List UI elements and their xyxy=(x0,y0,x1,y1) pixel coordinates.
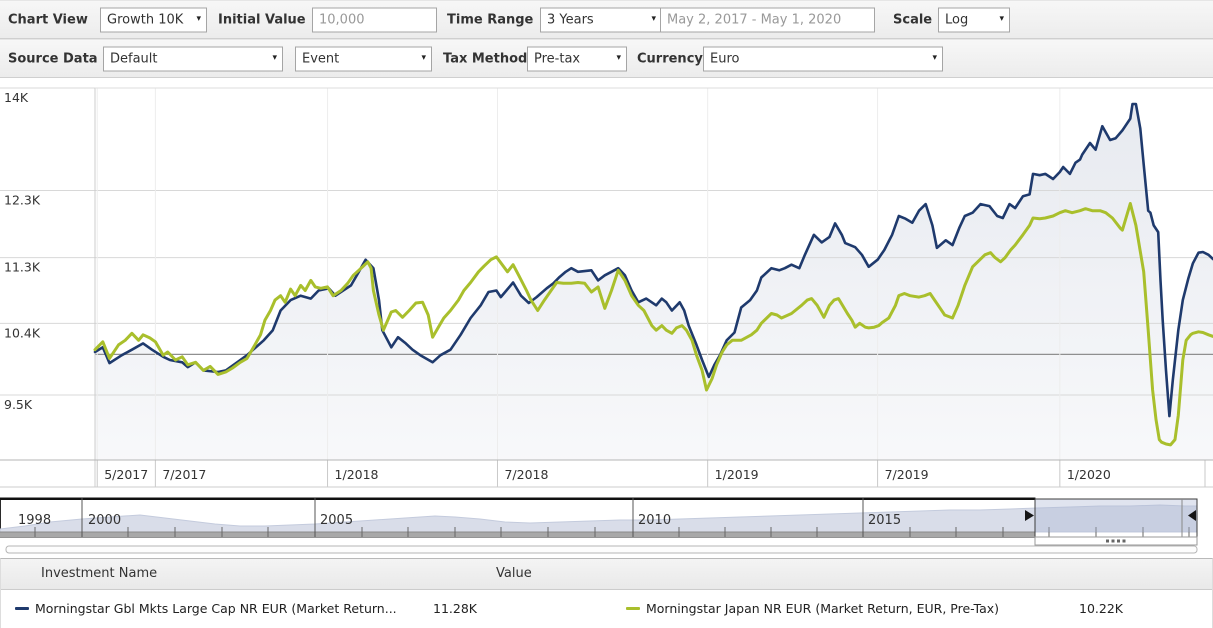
series-value-global: 11.28K xyxy=(433,601,477,616)
chevron-down-icon: ▾ xyxy=(999,13,1004,24)
chevron-down-icon: ▾ xyxy=(196,13,201,24)
initial-value-label: Initial Value xyxy=(218,12,306,27)
area-fill-global xyxy=(95,104,1213,460)
chevron-down-icon: ▾ xyxy=(616,52,621,63)
timeline-year-label: 2005 xyxy=(320,513,353,528)
legend-table-header: Investment Name Value xyxy=(1,559,1212,590)
y-axis-label: 9.5K xyxy=(4,397,33,412)
event-select[interactable]: Event ▾ xyxy=(295,46,432,71)
timeline-year-label: 2015 xyxy=(868,513,901,528)
x-axis-label: 1/2019 xyxy=(715,467,759,482)
series-swatch-global xyxy=(15,607,29,610)
y-axis-label: 14K xyxy=(4,90,29,105)
currency-select-value: Euro xyxy=(710,51,740,66)
column-value: Value xyxy=(496,566,532,581)
chevron-down-icon: ▾ xyxy=(421,52,426,63)
series-name-japan[interactable]: Morningstar Japan NR EUR (Market Return,… xyxy=(646,601,1000,616)
drag-dots-icon xyxy=(1106,539,1109,543)
time-range-select[interactable]: 3 Years ▾ xyxy=(540,7,662,32)
date-range-input[interactable]: May 2, 2017 - May 1, 2020 xyxy=(660,7,875,32)
drag-dots-icon xyxy=(1122,539,1126,543)
x-axis-label: 5/2017 xyxy=(104,467,148,482)
source-data-select[interactable]: Default ▾ xyxy=(103,46,283,71)
scale-label: Scale xyxy=(893,12,933,27)
series-swatch-japan xyxy=(626,607,640,610)
initial-value-input[interactable]: 10,000 xyxy=(312,7,437,32)
series-line-japan xyxy=(93,202,1213,447)
x-axis-label: 7/2017 xyxy=(162,467,206,482)
currency-label: Currency xyxy=(637,51,703,66)
timeline-selection-window[interactable] xyxy=(1035,499,1197,532)
time-range-select-value: 3 Years xyxy=(547,12,594,27)
chart-view-select[interactable]: Growth 10K ▾ xyxy=(100,7,207,32)
legend-rows: Morningstar Gbl Mkts Large Cap NR EUR (M… xyxy=(1,590,1212,628)
x-axis-label: 1/2018 xyxy=(335,467,379,482)
source-data-select-value: Default xyxy=(110,51,158,66)
chevron-down-icon: ▾ xyxy=(272,52,277,63)
y-axis-label: 10.4K xyxy=(4,325,41,340)
legend-table: Investment Name Value Morningstar Gbl Mk… xyxy=(0,558,1213,628)
source-data-label: Source Data xyxy=(8,51,98,66)
y-axis-label: 12.3K xyxy=(4,192,41,207)
event-select-value: Event xyxy=(302,51,340,66)
timeline-scrubber[interactable]: 1998 2000 2005 2010 2015 xyxy=(0,494,1213,557)
tax-method-select-value: Pre-tax xyxy=(534,51,581,66)
tax-method-select[interactable]: Pre-tax ▾ xyxy=(527,46,627,71)
growth-chart: 14K 12.3K 11.3K 10.4K 9.5K 5/2017 7/2017 1/2018… xyxy=(0,87,1213,488)
timeline-mini-chart xyxy=(0,504,1198,533)
currency-select[interactable]: Euro ▾ xyxy=(703,46,943,71)
x-axis-label: 1/2020 xyxy=(1067,467,1111,482)
chart-view-select-value: Growth 10K xyxy=(107,12,184,27)
timeline-drag-strip[interactable] xyxy=(1034,536,1198,546)
scale-select-value: Log xyxy=(945,12,969,27)
toolbar-row-1: Chart View Growth 10K ▾ Initial Value 10,000… xyxy=(0,0,1213,39)
drag-dots-icon xyxy=(1117,539,1120,543)
tax-method-label: Tax Method xyxy=(443,51,528,66)
scale-select[interactable]: Log ▾ xyxy=(938,7,1010,32)
series-value-japan: 10.22K xyxy=(1079,601,1123,616)
range-handle-left-icon[interactable] xyxy=(1025,510,1034,521)
toolbar-row-2: Source Data Default ▾ Event ▾ Tax Method Pre-t… xyxy=(0,39,1213,78)
time-range-label: Time Range xyxy=(447,12,534,27)
drag-dots-icon xyxy=(1111,539,1115,543)
initial-value-input-value: 10,000 xyxy=(319,12,365,27)
date-range-input-value: May 2, 2017 - May 1, 2020 xyxy=(667,12,842,27)
x-axis-label: 7/2018 xyxy=(504,467,548,482)
chevron-down-icon: ▾ xyxy=(651,13,656,24)
y-axis-label: 11.3K xyxy=(4,260,41,275)
range-handle-right-icon[interactable] xyxy=(1188,510,1196,521)
chevron-down-icon: ▾ xyxy=(932,52,937,63)
timeline-year-label: 2000 xyxy=(88,513,121,528)
column-investment-name: Investment Name xyxy=(41,566,158,581)
chart-view-label: Chart View xyxy=(8,12,88,27)
timeline-year-label: 1998 xyxy=(18,513,51,528)
series-name-global[interactable]: Morningstar Gbl Mkts Large Cap NR EUR (M… xyxy=(35,601,397,616)
timeline-year-label: 2010 xyxy=(638,513,671,528)
x-axis-label: 7/2019 xyxy=(885,467,929,482)
